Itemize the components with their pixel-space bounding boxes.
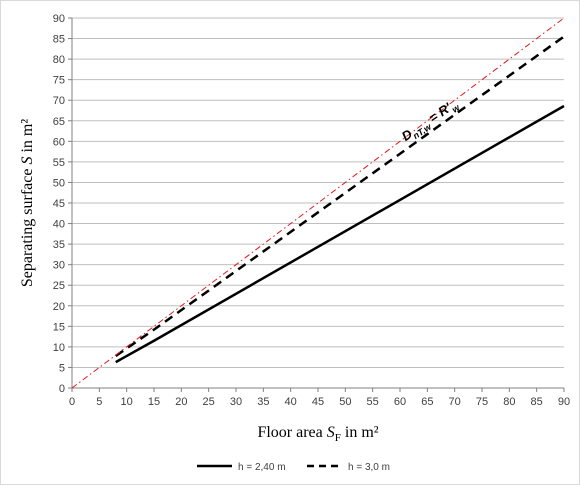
y-tick-label: 0 xyxy=(59,383,65,395)
x-axis-label: Floor area SF in m² xyxy=(257,424,378,444)
x-tick-label: 60 xyxy=(394,396,406,408)
y-tick-label: 40 xyxy=(53,219,65,231)
gridlines xyxy=(72,17,564,368)
x-tick-label: 45 xyxy=(312,396,324,408)
x-tick-label: 70 xyxy=(449,396,461,408)
legend: h = 2,40 m h = 3,0 m xyxy=(197,462,390,473)
x-tick-label: 85 xyxy=(531,396,543,408)
series-line-dashdot xyxy=(71,17,565,389)
y-tick-label: 25 xyxy=(53,280,65,292)
y-tick-label: 30 xyxy=(53,260,65,272)
y-tick-label: 35 xyxy=(53,239,65,251)
x-tick-label: 15 xyxy=(148,396,160,408)
legend-label: h = 3,0 m xyxy=(348,462,390,473)
y-tick-label: 75 xyxy=(53,75,65,87)
y-tick-label: 90 xyxy=(53,13,65,25)
y-tick-label: 50 xyxy=(53,177,65,189)
axes xyxy=(68,17,565,392)
legend-label: h = 2,40 m xyxy=(238,462,286,473)
y-tick-label: 80 xyxy=(53,54,65,66)
x-tick-label: 20 xyxy=(175,396,187,408)
y-axis-label: Separating surface S in m² xyxy=(19,119,36,288)
x-tick-label: 90 xyxy=(558,396,570,408)
x-tick-label: 0 xyxy=(69,396,75,408)
x-tick-labels: 0 5 10 15 20 25 30 35 40 45 50 55 60 65 70 75 80 85 90 xyxy=(69,396,570,408)
y-tick-label: 65 xyxy=(53,116,65,128)
y-tick-label: 60 xyxy=(53,136,65,148)
x-tick-label: 80 xyxy=(503,396,515,408)
y-tick-label: 20 xyxy=(53,301,65,313)
y-tick-label: 5 xyxy=(59,362,65,374)
y-tick-label: 55 xyxy=(53,157,65,169)
y-tick-label: 10 xyxy=(53,342,65,354)
y-tick-label: 85 xyxy=(53,34,65,46)
y-tick-labels: 0 5 10 15 20 25 30 35 40 45 50 55 60 65 70 75 80 85 90 xyxy=(53,13,65,395)
x-tick-label: 35 xyxy=(257,396,269,408)
y-tick-label: 70 xyxy=(53,95,65,107)
x-tick-label: 75 xyxy=(476,396,488,408)
x-tick-label: 5 xyxy=(96,396,102,408)
series-lines xyxy=(71,17,565,389)
y-tick-label: 45 xyxy=(53,198,65,210)
x-tick-label: 10 xyxy=(121,396,133,408)
x-tick-label: 65 xyxy=(421,396,433,408)
x-tick-label: 25 xyxy=(203,396,215,408)
x-tick-label: 40 xyxy=(285,396,297,408)
x-tick-label: 55 xyxy=(367,396,379,408)
series-line-solid xyxy=(115,104,565,364)
x-tick-label: 30 xyxy=(230,396,242,408)
series-line-dashed xyxy=(115,35,565,357)
y-tick-label: 15 xyxy=(53,321,65,333)
x-tick-label: 50 xyxy=(339,396,351,408)
